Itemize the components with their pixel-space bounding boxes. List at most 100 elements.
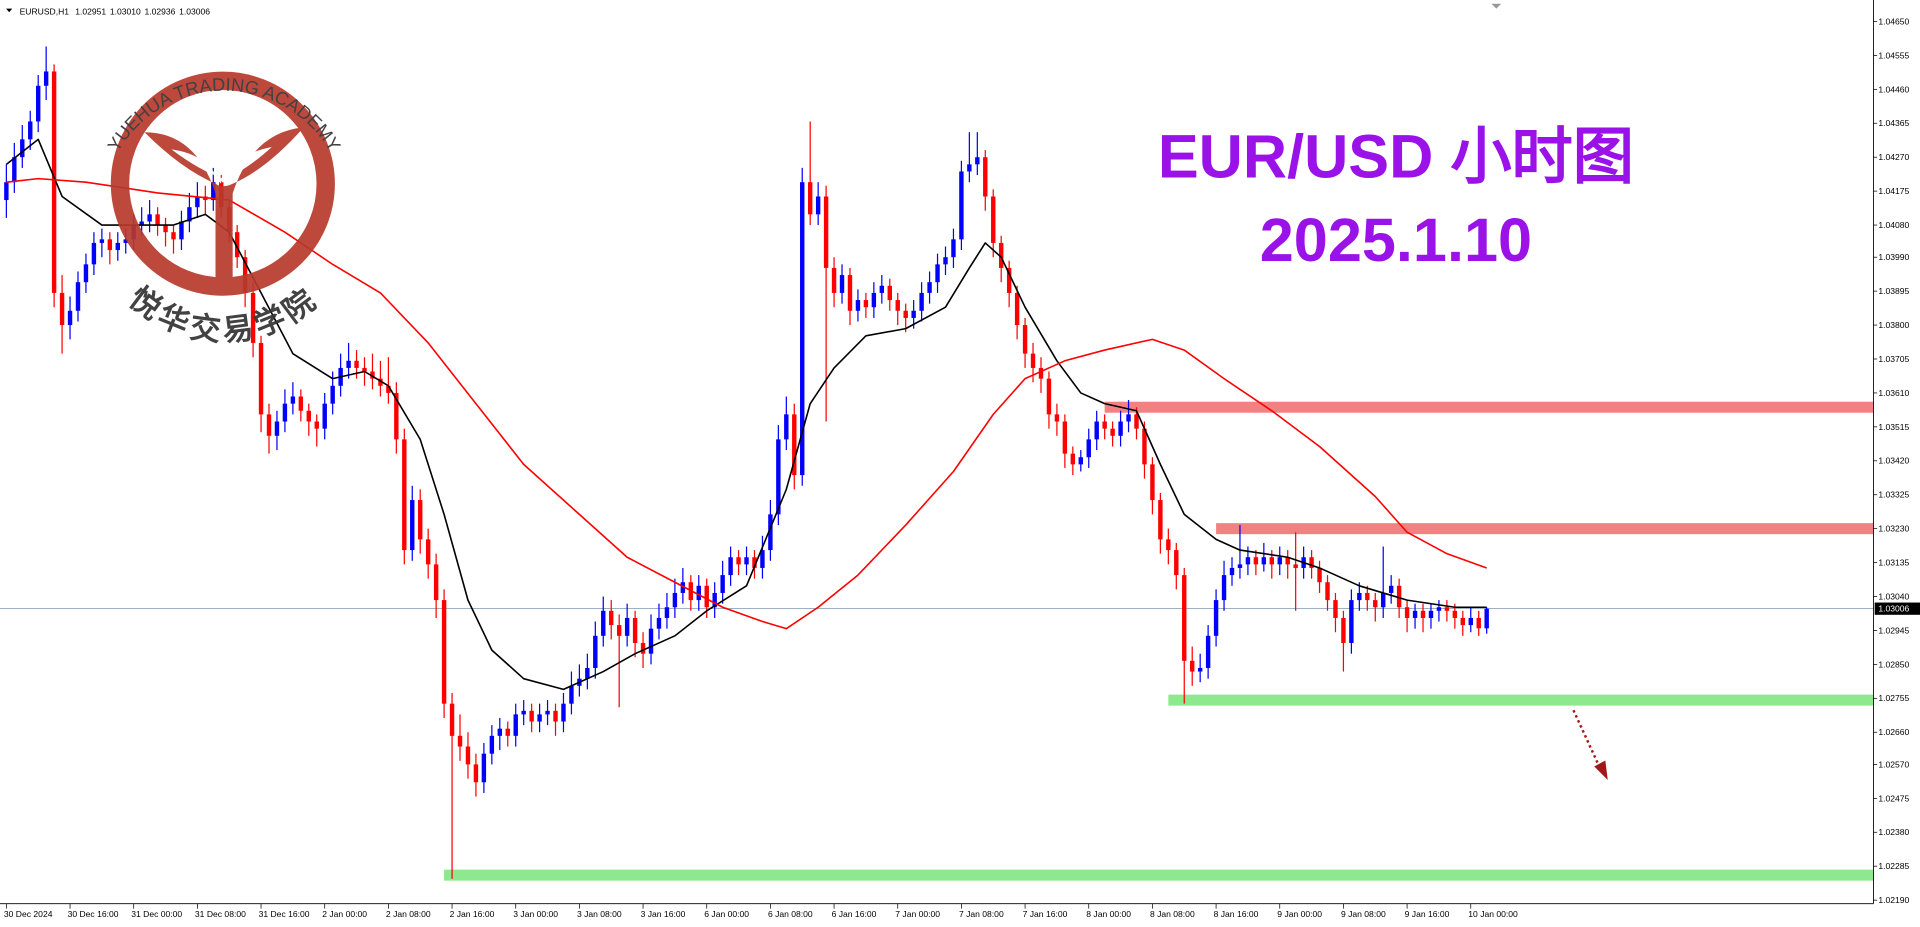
candle-body xyxy=(91,242,97,265)
y-tick-label: 1.04175 xyxy=(1878,186,1909,196)
candle-body xyxy=(266,414,272,436)
candle-body xyxy=(1325,582,1330,601)
candle-body xyxy=(736,557,741,565)
candle-body xyxy=(752,557,757,568)
candle-body xyxy=(370,371,375,379)
x-tick-label: 7 Jan 08:00 xyxy=(959,909,1004,919)
y-tick-label: 1.04270 xyxy=(1878,152,1909,162)
candle-body xyxy=(991,196,996,243)
candle-body xyxy=(895,300,900,311)
candle-body xyxy=(823,196,829,268)
candle-body xyxy=(1452,610,1458,618)
candle-body xyxy=(394,392,399,440)
candle-body xyxy=(425,539,431,565)
candle-body xyxy=(410,500,415,551)
candle-body xyxy=(760,550,765,568)
candle-body xyxy=(378,378,383,386)
candle-body xyxy=(1134,414,1139,429)
candle-body xyxy=(1388,585,1394,593)
y-tick-label: 1.03040 xyxy=(1878,591,1909,601)
y-tick-label: 1.04080 xyxy=(1878,220,1909,230)
candle-body xyxy=(258,342,264,415)
quote-header: EURUSD,H1 1.02951 1.03010 1.02936 1.03006 xyxy=(20,7,211,17)
candle-body xyxy=(863,300,869,308)
candle-body xyxy=(1237,564,1243,568)
candle-body xyxy=(1197,667,1203,672)
candle-body xyxy=(43,71,49,86)
y-tick-label: 1.02475 xyxy=(1878,793,1909,803)
y-tick-label: 1.03135 xyxy=(1878,558,1909,568)
y-tick-label: 1.04555 xyxy=(1878,50,1909,60)
x-tick-label: 2 Jan 00:00 xyxy=(322,909,367,919)
x-tick-label: 8 Jan 08:00 xyxy=(1150,909,1195,919)
candle-body xyxy=(489,735,495,754)
candle-body xyxy=(768,514,773,551)
candle-body xyxy=(1118,421,1123,436)
candle-body xyxy=(545,710,550,715)
menu-triangle[interactable] xyxy=(6,8,13,13)
candle-body xyxy=(807,182,813,215)
candle-body xyxy=(680,582,686,593)
candle-body xyxy=(179,221,184,240)
current-price-label: 1.03006 xyxy=(1878,604,1909,614)
y-tick-label: 1.03515 xyxy=(1878,422,1909,432)
candle-body xyxy=(656,617,662,629)
candle-body xyxy=(171,232,176,240)
candle-body xyxy=(1285,557,1290,565)
candle-body xyxy=(274,421,280,436)
candle-body xyxy=(123,239,128,243)
y-tick-label: 1.02380 xyxy=(1878,827,1909,837)
current-price-box xyxy=(1874,602,1920,615)
candle-body xyxy=(1476,617,1481,629)
scroll-marker xyxy=(1491,3,1502,9)
candle-body xyxy=(473,764,479,783)
candle-body xyxy=(664,607,670,618)
candle-body xyxy=(282,403,288,422)
y-tick-label: 1.03420 xyxy=(1878,456,1909,466)
y-tick-label: 1.02850 xyxy=(1878,659,1909,669)
candle-body xyxy=(306,410,312,422)
candle-body xyxy=(1054,414,1060,422)
candle-body xyxy=(1046,378,1052,415)
candle-body xyxy=(386,385,391,393)
candle-body xyxy=(1341,617,1346,643)
candle-body xyxy=(330,385,335,404)
x-tick-label: 6 Jan 08:00 xyxy=(768,909,813,919)
levels xyxy=(444,401,1874,881)
candle-body xyxy=(553,710,558,722)
candle-body xyxy=(601,610,606,636)
arrow-head xyxy=(1594,760,1608,781)
candle-body xyxy=(187,207,192,222)
candle-body xyxy=(1006,267,1012,293)
candle-body xyxy=(1110,428,1115,436)
x-tick-label: 9 Jan 16:00 xyxy=(1405,909,1450,919)
y-tick-label: 1.03705 xyxy=(1878,354,1909,364)
x-tick-label: 3 Jan 08:00 xyxy=(577,909,622,919)
candle-body xyxy=(975,157,980,165)
y-tick-label: 1.02755 xyxy=(1878,693,1909,703)
candle-body xyxy=(585,667,590,679)
y-tick-label: 1.04460 xyxy=(1878,84,1909,94)
candle-body xyxy=(497,728,503,736)
candle-body xyxy=(155,214,160,226)
candle-body xyxy=(67,310,73,326)
candle-body xyxy=(879,285,885,293)
candle-body xyxy=(290,396,296,404)
candle-body xyxy=(59,292,65,326)
candle-body xyxy=(481,753,487,783)
candle-body xyxy=(800,182,805,476)
candle-body xyxy=(1166,539,1171,551)
level-zone xyxy=(1104,401,1874,413)
candle-body xyxy=(792,414,797,476)
candle-body xyxy=(1317,567,1322,583)
candle-body xyxy=(1182,575,1187,661)
candle-body xyxy=(513,714,518,736)
candle-body xyxy=(640,642,646,654)
candle-body xyxy=(1245,557,1251,565)
candle-body xyxy=(1412,610,1418,618)
y-tick-label: 1.02570 xyxy=(1878,759,1909,769)
level-zone xyxy=(444,869,1874,881)
candle-body xyxy=(1221,575,1227,601)
